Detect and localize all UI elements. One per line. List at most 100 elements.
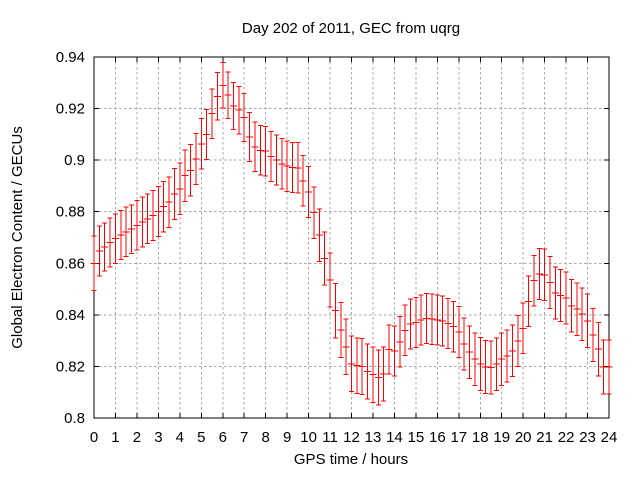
x-tick-label: 17 (450, 429, 467, 446)
error-bar (369, 346, 377, 403)
error-bar (482, 339, 490, 395)
axis-tick-marks (93, 56, 610, 419)
error-bar (514, 314, 522, 367)
error-bar (348, 335, 355, 393)
error-bar (541, 248, 549, 302)
error-bar (128, 204, 136, 255)
error-bar (503, 329, 511, 383)
error-bar (305, 165, 313, 218)
error-bar (546, 255, 554, 309)
error-bar (219, 62, 227, 109)
error-bar (535, 247, 543, 300)
x-tick-label: 16 (429, 429, 446, 446)
error-bar (326, 252, 334, 308)
error-bar (423, 293, 431, 345)
error-bar (584, 293, 592, 348)
error-bar (278, 138, 286, 190)
error-bar (589, 307, 597, 363)
error-bar (299, 155, 307, 207)
error-bar (471, 332, 479, 387)
x-tick-label: 2 (133, 429, 141, 446)
x-tick-label: 5 (197, 429, 205, 446)
y-tick-labels: 0.8 0.82 0.84 0.86 0.88 0.9 0.92 0.94 (56, 49, 85, 427)
x-tick-label: 24 (601, 429, 618, 446)
x-tick-label: 10 (300, 429, 317, 446)
error-bar (455, 306, 463, 359)
x-tick-label: 6 (219, 429, 227, 446)
error-bar (331, 282, 339, 339)
error-bar (444, 297, 452, 349)
error-bar (567, 279, 575, 333)
error-bar (396, 316, 404, 368)
x-tick-label: 23 (579, 429, 596, 446)
error-bar (476, 337, 484, 392)
x-tick-label: 9 (283, 429, 291, 446)
error-bar (600, 339, 608, 395)
error-bar (187, 144, 195, 197)
x-tick-label: 11 (322, 429, 338, 446)
error-bar (192, 132, 200, 185)
x-tick-labels: 0 1 2 3 4 5 6 7 8 9 10 11 12 13 14 15 16 17 18 19 20 21 22 23 24 (90, 429, 618, 446)
x-tick-label: 0 (90, 429, 98, 446)
x-tick-label: 22 (558, 429, 575, 446)
error-bar (498, 332, 506, 386)
error-bar (111, 213, 119, 264)
error-bar (433, 294, 441, 346)
error-bar (154, 186, 162, 238)
error-bar (90, 235, 98, 291)
x-tick-label: 20 (515, 429, 532, 446)
error-bar (235, 85, 243, 135)
error-bar (390, 325, 398, 377)
x-axis-label: GPS time / hours (294, 451, 408, 468)
error-bar (401, 304, 409, 357)
y-tick-label: 0.82 (56, 358, 85, 375)
error-bar (605, 339, 613, 395)
error-bar (315, 208, 323, 262)
error-bar (229, 81, 237, 131)
error-bar (562, 271, 570, 325)
error-bar (138, 196, 146, 248)
error-bar (106, 217, 114, 268)
error-bar (283, 140, 291, 192)
y-tick-label: 0.8 (64, 410, 85, 427)
y-tick-label: 0.86 (56, 255, 85, 272)
errorbar-series (90, 62, 613, 406)
error-bar (380, 346, 388, 402)
y-tick-label: 0.88 (56, 204, 85, 221)
x-tick-label: 8 (261, 429, 269, 446)
x-tick-label: 18 (472, 429, 489, 446)
error-bar (353, 337, 361, 395)
error-bar (385, 324, 393, 375)
error-bar (262, 125, 270, 177)
y-tick-label: 0.92 (56, 101, 85, 118)
error-bar (176, 162, 184, 215)
error-bar (573, 282, 581, 336)
x-tick-label: 1 (111, 429, 119, 446)
error-bar (95, 225, 103, 277)
error-bar (149, 189, 157, 241)
error-bar (487, 340, 495, 395)
error-bar (203, 108, 211, 160)
x-tick-label: 19 (493, 429, 510, 446)
error-bar (208, 88, 216, 139)
error-bar (272, 134, 280, 186)
error-bar (530, 254, 538, 307)
error-bar (460, 317, 468, 371)
error-bar (101, 222, 109, 272)
error-bar (525, 275, 533, 328)
error-bar (170, 168, 178, 221)
error-bar (551, 266, 559, 320)
error-bar (310, 186, 318, 240)
error-bar (256, 125, 264, 176)
error-bar (251, 121, 259, 173)
error-bar (165, 176, 173, 228)
error-bar (364, 343, 372, 400)
error-bar (133, 200, 141, 251)
error-bar (337, 301, 345, 359)
error-bar (578, 287, 586, 341)
error-bar (519, 302, 527, 355)
error-bar (492, 337, 500, 391)
x-tick-label: 7 (240, 429, 248, 446)
